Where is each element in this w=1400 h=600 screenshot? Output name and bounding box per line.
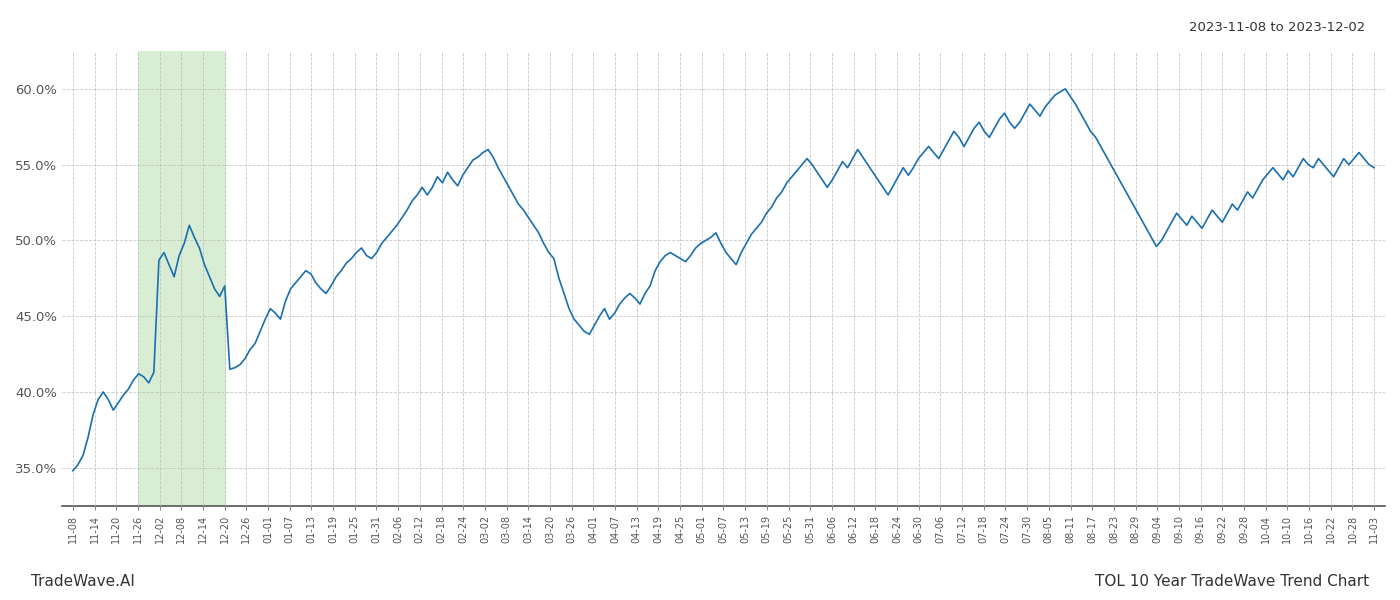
Bar — [137, 51, 224, 506]
Text: TradeWave.AI: TradeWave.AI — [31, 574, 134, 589]
Text: 2023-11-08 to 2023-12-02: 2023-11-08 to 2023-12-02 — [1189, 21, 1365, 34]
Text: TOL 10 Year TradeWave Trend Chart: TOL 10 Year TradeWave Trend Chart — [1095, 574, 1369, 589]
